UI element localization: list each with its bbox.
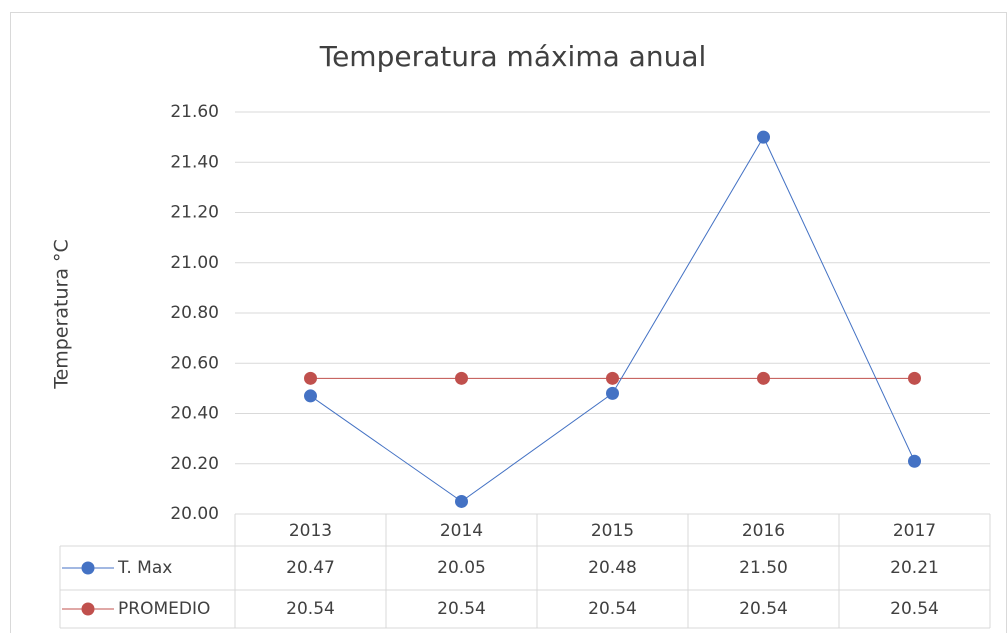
data-point — [757, 371, 770, 385]
legend-marker — [81, 602, 95, 616]
chart-title: Temperatura máxima anual — [319, 40, 707, 73]
data-point — [908, 371, 921, 385]
legend-marker — [81, 561, 95, 575]
table-value: 20.54 — [890, 599, 939, 619]
table-value: 20.54 — [739, 599, 788, 619]
table-value: 20.54 — [437, 599, 486, 619]
legend-label: T. Max — [117, 558, 172, 578]
data-point — [908, 454, 921, 468]
table-value: 21.50 — [739, 558, 788, 578]
table-value: 20.21 — [890, 558, 939, 578]
y-tick-label: 20.00 — [170, 504, 219, 524]
y-axis-title: Temperatura °C — [51, 239, 73, 390]
data-point — [757, 130, 770, 144]
x-tick-label: 2013 — [289, 521, 332, 541]
chart-border — [10, 12, 1007, 633]
y-tick-label: 20.20 — [170, 454, 219, 474]
y-tick-label: 21.40 — [170, 152, 219, 172]
data-point — [304, 389, 317, 403]
y-tick-label: 21.00 — [170, 253, 219, 273]
x-tick-label: 2017 — [893, 521, 936, 541]
y-tick-label: 21.20 — [170, 203, 219, 223]
table-value: 20.54 — [286, 599, 335, 619]
table-value: 20.05 — [437, 558, 486, 578]
table-value: 20.48 — [588, 558, 637, 578]
data-point — [606, 371, 619, 385]
table-value: 20.47 — [286, 558, 335, 578]
data-point — [606, 386, 619, 400]
legend-label: PROMEDIO — [118, 599, 210, 619]
data-point — [304, 371, 317, 385]
x-tick-label: 2016 — [742, 521, 785, 541]
y-tick-label: 20.60 — [170, 353, 219, 373]
data-point — [455, 494, 468, 508]
y-tick-label: 20.40 — [170, 404, 219, 424]
table-value: 20.54 — [588, 599, 637, 619]
x-tick-label: 2014 — [440, 521, 483, 541]
y-tick-label: 20.80 — [170, 303, 219, 323]
y-tick-label: 21.60 — [170, 102, 219, 122]
data-point — [455, 371, 468, 385]
x-tick-label: 2015 — [591, 521, 634, 541]
